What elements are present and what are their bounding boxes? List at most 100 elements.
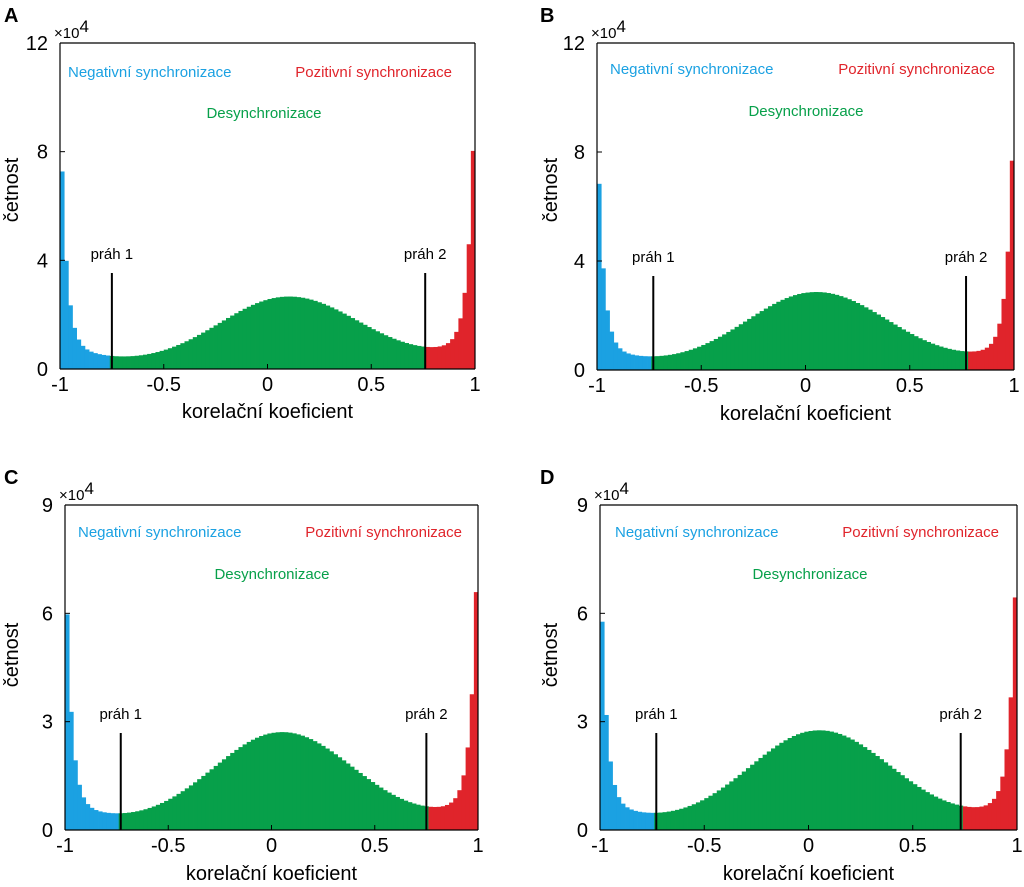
x-tick-label: -1 — [591, 835, 609, 857]
panel-letter: D — [540, 467, 554, 489]
bar-neutral — [379, 333, 385, 369]
bar-positive — [440, 806, 446, 830]
bar-positive — [968, 351, 973, 370]
bar-neutral — [354, 320, 360, 369]
bar-positive — [1009, 160, 1015, 370]
bar-neutral — [374, 784, 380, 830]
bar-positive — [997, 323, 1002, 370]
y-tick-label: 0 — [574, 360, 585, 382]
bar-neutral — [197, 779, 202, 830]
bar-neutral — [316, 743, 322, 830]
x-axis-label: korelační koeficient — [182, 401, 354, 423]
bar-negative — [68, 305, 73, 369]
bar-neutral — [313, 300, 318, 369]
bar-positive — [465, 747, 471, 830]
bar-neutral — [164, 800, 169, 830]
x-tick-label: 0 — [803, 835, 814, 857]
bar-neutral — [387, 792, 392, 830]
bar-neutral — [776, 301, 781, 370]
y-axis-label: četnost — [540, 622, 562, 687]
bar-neutral — [918, 338, 923, 370]
bar-neutral — [362, 776, 367, 830]
bar-negative — [64, 260, 69, 369]
bar-positive — [445, 343, 451, 369]
bar-neutral — [329, 307, 335, 369]
bar-neutral — [754, 761, 759, 830]
bar-neutral — [341, 760, 347, 830]
bar-negative — [110, 813, 115, 830]
bar-neutral — [855, 303, 861, 370]
bar-negative — [80, 345, 86, 369]
bar-neutral — [747, 318, 752, 370]
bar-neutral — [943, 347, 948, 370]
bar-neutral — [909, 334, 915, 370]
bar-negative — [102, 812, 107, 830]
label-positive-sync: Pozitivní synchronizace — [305, 524, 462, 541]
bar-negative — [93, 810, 99, 830]
bar-positive — [457, 790, 462, 830]
bar-negative — [84, 349, 90, 369]
bar-neutral — [151, 353, 156, 369]
bar-neutral — [792, 295, 798, 370]
bar-neutral — [959, 351, 965, 370]
bar-neutral — [159, 802, 165, 830]
bar-negative — [101, 354, 107, 369]
bar-neutral — [722, 334, 727, 370]
bar-neutral — [396, 340, 401, 369]
bar-positive — [988, 343, 994, 370]
bar-neutral — [213, 765, 219, 830]
bar-neutral — [358, 322, 364, 369]
bar-neutral — [766, 751, 772, 830]
bar-neutral — [750, 764, 755, 830]
bar-neutral — [196, 334, 202, 369]
x-tick-label: 1 — [1008, 375, 1019, 397]
bar-neutral — [704, 798, 709, 830]
bar-neutral — [866, 749, 872, 830]
threshold-label-1: práh 1 — [632, 249, 675, 266]
x-tick-label: 1 — [472, 835, 483, 857]
bar-neutral — [658, 812, 663, 830]
bar-positive — [1001, 298, 1007, 370]
bar-neutral — [267, 733, 272, 830]
bar-negative — [81, 797, 87, 830]
threshold-label-1: práh 1 — [99, 706, 142, 723]
bar-negative — [650, 812, 655, 830]
bar-negative — [637, 811, 643, 830]
x-tick-label: 0.5 — [899, 835, 927, 857]
y-tick-label: 6 — [42, 603, 53, 625]
bar-negative — [605, 310, 610, 370]
y-tick-label: 12 — [26, 33, 48, 55]
bar-neutral — [884, 319, 890, 370]
bar-positive — [429, 347, 434, 369]
bar-neutral — [763, 308, 769, 370]
bar-neutral — [891, 768, 897, 830]
bar-neutral — [880, 317, 886, 370]
bar-neutral — [833, 732, 839, 830]
bar-neutral — [830, 293, 836, 370]
bar-neutral — [883, 762, 889, 830]
bar-negative — [612, 784, 618, 830]
bar-positive — [425, 346, 430, 369]
x-tick-label: 1 — [1011, 835, 1022, 857]
bar-neutral — [122, 813, 128, 830]
bar-positive — [975, 807, 980, 830]
bar-positive — [453, 798, 458, 830]
bar-neutral — [226, 317, 231, 369]
bar-positive — [469, 694, 475, 830]
threshold-label-2: práh 2 — [404, 246, 447, 263]
bar-neutral — [201, 775, 206, 830]
bar-neutral — [122, 356, 127, 369]
bar-neutral — [354, 769, 359, 830]
bar-neutral — [221, 759, 227, 830]
bar-negative — [601, 268, 606, 370]
bar-neutral — [172, 346, 177, 369]
bar-negative — [106, 812, 111, 830]
y-tick-label: 6 — [577, 603, 588, 625]
bar-neutral — [126, 356, 131, 369]
bar-neutral — [897, 327, 902, 370]
bar-negative — [98, 811, 103, 830]
bar-neutral — [850, 739, 855, 830]
bar-neutral — [134, 355, 140, 369]
bar-neutral — [705, 343, 710, 370]
y-axis-label: četnost — [1, 622, 23, 687]
